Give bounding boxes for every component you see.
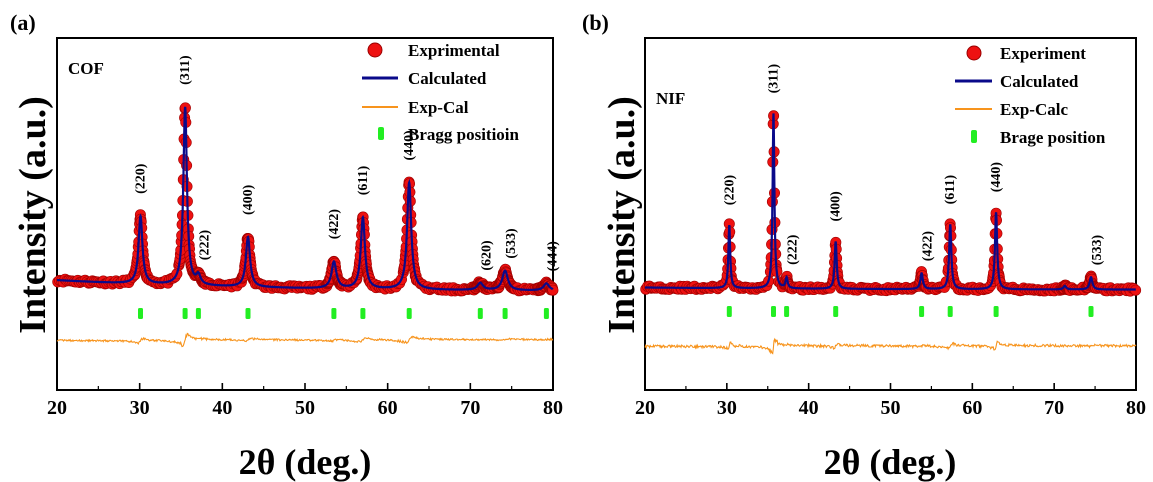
- x-tick-label: 70: [1044, 397, 1064, 419]
- panel-b-sample-label: NIF: [656, 89, 685, 108]
- bragg-marker: [726, 306, 732, 317]
- x-tick-label: 40: [212, 397, 232, 419]
- hkl-label: (440): [989, 162, 1004, 193]
- hkl-label: (311): [178, 55, 193, 85]
- panel-b-tag: (b): [582, 10, 609, 35]
- hkl-label: (422): [327, 209, 342, 240]
- bragg-marker: [833, 306, 839, 317]
- hkl-label: (220): [722, 175, 737, 206]
- bragg-marker: [502, 308, 508, 319]
- x-tick-label: 20: [635, 397, 655, 419]
- experimental-series: [52, 102, 559, 297]
- panel-b: (b) NIF Intensity (a.u.) 2θ (deg.) Exper…: [582, 10, 1146, 482]
- x-tick-label: 40: [799, 397, 819, 419]
- legend-bragg-marker: [378, 127, 384, 140]
- hkl-label: (222): [197, 230, 212, 261]
- hkl-label: (400): [241, 184, 256, 215]
- hkl-labels: (220) (311) (222) (400) (422) (611) (440) (620)…: [134, 55, 561, 271]
- panel-a-sample-label: COF: [68, 59, 104, 78]
- panel-a-x-axis: 20 30 40 50 60 70 80: [47, 383, 563, 419]
- bragg-markers: [138, 308, 549, 319]
- hkl-label: (611): [943, 175, 958, 205]
- bragg-marker: [543, 308, 549, 319]
- x-tick-label: 60: [962, 397, 982, 419]
- bragg-marker: [331, 308, 337, 319]
- legend-difference-label: Exp-Cal: [408, 98, 469, 117]
- legend-experimental-marker: [966, 45, 982, 61]
- bragg-marker: [138, 308, 143, 319]
- legend-experimental-label: Experiment: [1000, 44, 1086, 63]
- hkl-label: (444): [545, 241, 560, 272]
- difference-series: [644, 337, 1137, 355]
- x-tick-label: 80: [1126, 397, 1146, 419]
- panel-a-frame: [56, 37, 554, 391]
- bragg-markers: [726, 306, 1094, 317]
- x-tick-label: 50: [881, 397, 901, 419]
- hkl-label: (611): [356, 165, 371, 195]
- x-tick-label: 70: [460, 397, 480, 419]
- x-tick-label: 50: [295, 397, 315, 419]
- hkl-label: (400): [829, 191, 844, 222]
- panel-b-ylabel: Intensity (a.u.): [601, 96, 643, 334]
- legend-experimental-marker: [367, 42, 383, 58]
- panel-b-legend: Experiment Calculated Exp-Calc Brage pos…: [955, 44, 1106, 147]
- bragg-marker: [771, 306, 776, 317]
- hkl-label: (311): [767, 64, 782, 94]
- bragg-marker: [360, 308, 366, 319]
- legend-calculated-label: Calculated: [1000, 72, 1079, 91]
- x-tick-label: 80: [543, 397, 563, 419]
- legend-experimental-label: Exprimental: [408, 41, 500, 60]
- x-tick-label: 30: [717, 397, 737, 419]
- hkl-label: (533): [504, 228, 519, 259]
- legend-calculated-label: Calculated: [408, 69, 487, 88]
- bragg-marker: [182, 308, 188, 319]
- bragg-marker: [919, 306, 925, 317]
- difference-series: [56, 332, 554, 348]
- hkl-labels: (220) (311) (222) (400) (422) (611) (440) (533): [722, 64, 1105, 266]
- panel-a-tag: (a): [10, 10, 36, 35]
- bragg-marker: [993, 306, 999, 317]
- panel-a-plot-area: (220) (311) (222) (400) (422) (611) (440) (620)…: [52, 55, 561, 348]
- calculated-series: [57, 106, 554, 291]
- hkl-label: (620): [479, 240, 494, 271]
- legend-bragg-marker: [971, 130, 977, 143]
- panel-a: (a) COF Intensity (a.u.) 2θ (deg.) Expri…: [10, 10, 563, 482]
- x-tick-label: 60: [378, 397, 398, 419]
- legend-bragg-label: Bragg positioin: [408, 125, 520, 144]
- hkl-label: (440): [402, 130, 417, 161]
- panel-b-x-axis: 20 30 40 50 60 70 80: [635, 383, 1146, 419]
- bragg-marker: [1088, 306, 1094, 317]
- bragg-marker: [477, 308, 483, 319]
- panel-a-ylabel: Intensity (a.u.): [12, 96, 54, 334]
- hkl-label: (222): [786, 234, 801, 265]
- legend-difference-label: Exp-Calc: [1000, 100, 1068, 119]
- calculated-series: [645, 113, 1136, 291]
- panel-b-plot-area: (220) (311) (222) (400) (422) (611) (440) (533): [640, 64, 1142, 355]
- panel-b-xlabel: 2θ (deg.): [824, 442, 957, 482]
- hkl-label: (220): [134, 163, 149, 194]
- hkl-label: (422): [921, 231, 936, 262]
- bragg-marker: [195, 308, 201, 319]
- panel-a-legend: Exprimental Calculated Exp-Cal Bragg pos…: [362, 41, 520, 144]
- legend-bragg-label: Brage position: [1000, 128, 1106, 147]
- bragg-marker: [784, 306, 790, 317]
- panel-a-xlabel: 2θ (deg.): [239, 442, 372, 482]
- hkl-label: (533): [1090, 235, 1105, 266]
- x-tick-label: 20: [47, 397, 67, 419]
- bragg-marker: [406, 308, 412, 319]
- x-tick-label: 30: [130, 397, 150, 419]
- bragg-marker: [245, 308, 251, 319]
- bragg-marker: [947, 306, 953, 317]
